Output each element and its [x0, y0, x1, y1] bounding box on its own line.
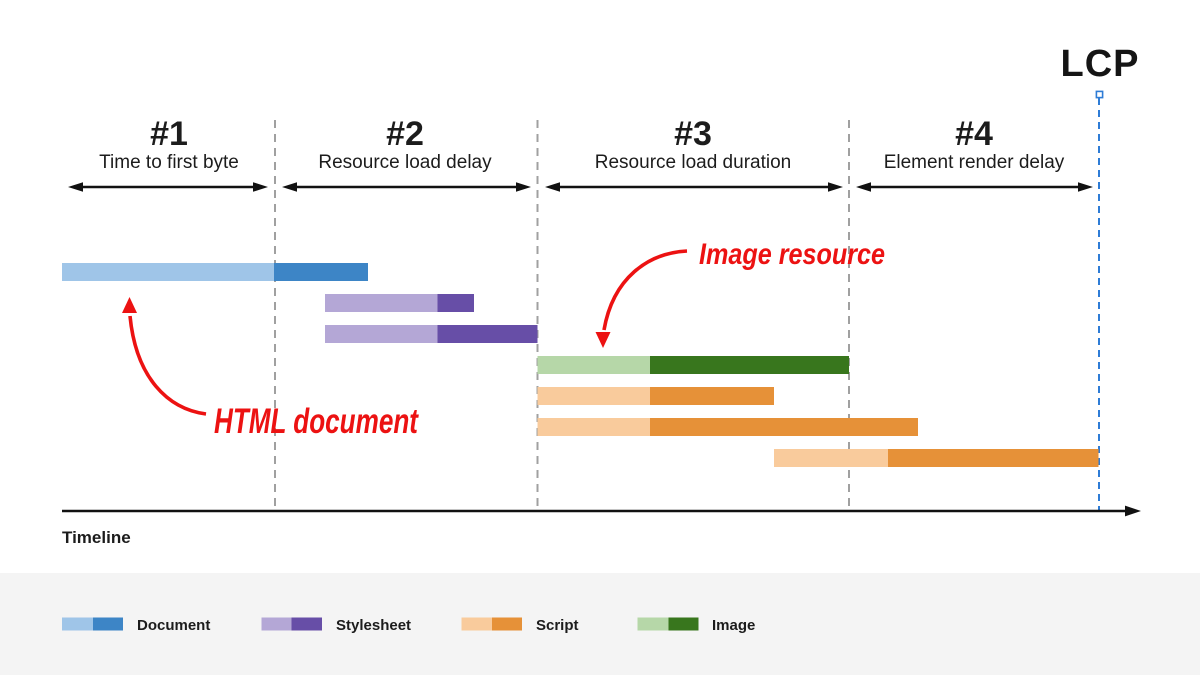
- svg-text:Stylesheet: Stylesheet: [336, 617, 411, 634]
- svg-text:Resource load delay: Resource load delay: [318, 152, 492, 173]
- svg-text:Document: Document: [137, 617, 210, 634]
- svg-text:Script: Script: [536, 617, 579, 634]
- svg-text:Element render delay: Element render delay: [884, 152, 1065, 173]
- svg-text:Timeline: Timeline: [62, 528, 131, 547]
- svg-text:#1: #1: [150, 115, 188, 153]
- svg-text:Image resource: Image resource: [699, 238, 885, 271]
- svg-text:Resource load duration: Resource load duration: [595, 152, 791, 173]
- svg-text:Time to first byte: Time to first byte: [99, 152, 239, 173]
- svg-text:#2: #2: [386, 115, 424, 153]
- svg-text:#4: #4: [955, 115, 993, 153]
- svg-text:HTML document: HTML document: [214, 402, 419, 441]
- svg-text:Image: Image: [712, 617, 755, 634]
- svg-text:LCP: LCP: [1061, 43, 1140, 85]
- svg-text:#3: #3: [674, 115, 712, 153]
